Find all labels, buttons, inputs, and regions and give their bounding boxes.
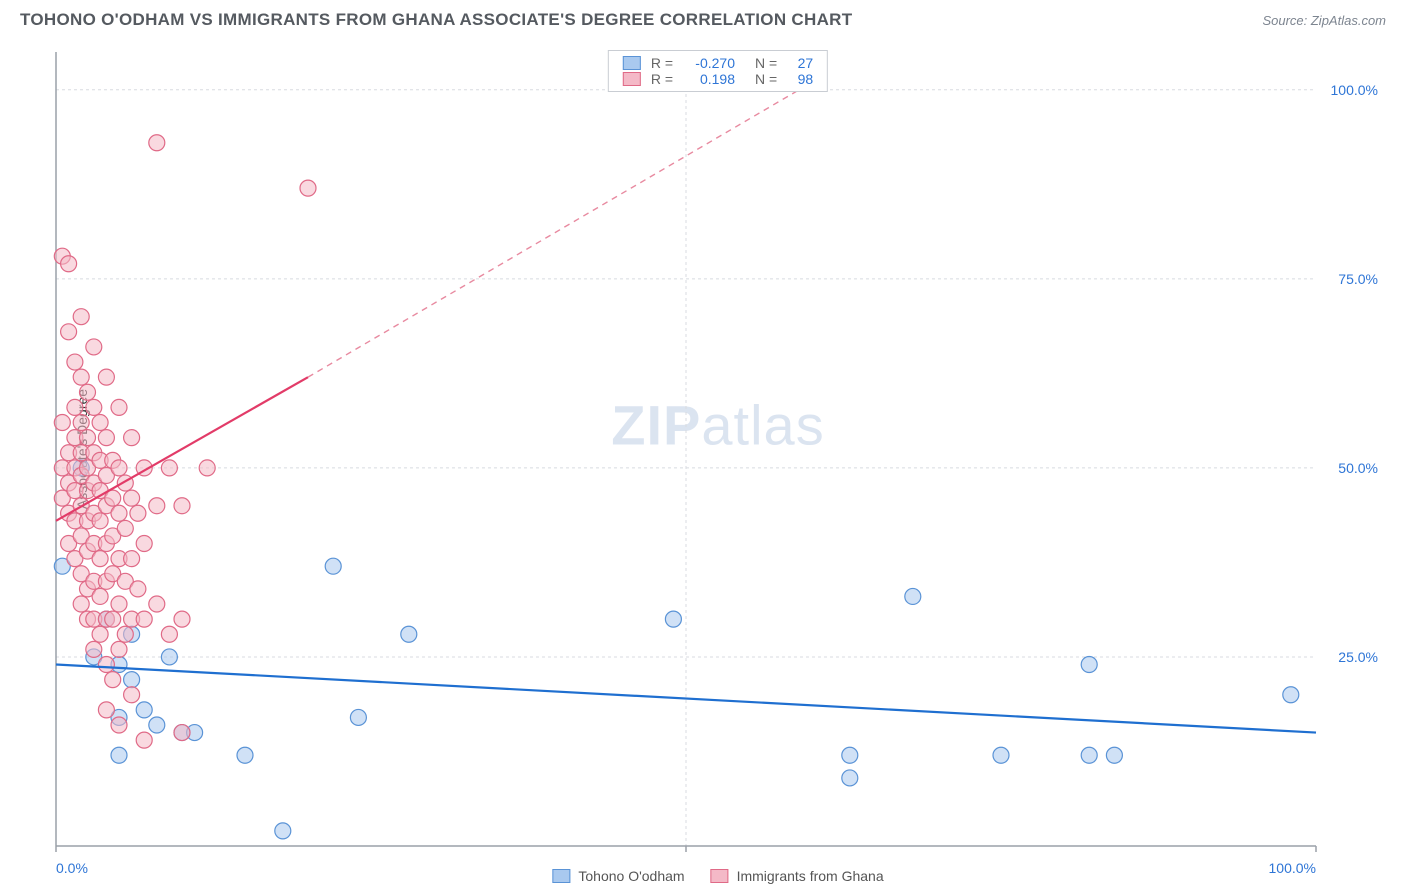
chart-title: TOHONO O'ODHAM VS IMMIGRANTS FROM GHANA …: [20, 10, 852, 30]
legend-swatch: [623, 72, 641, 86]
legend-swatch: [711, 869, 729, 883]
chart-source: Source: ZipAtlas.com: [1262, 13, 1386, 28]
y-tick-label: 75.0%: [1338, 271, 1378, 287]
legend-n-value: 98: [787, 71, 813, 87]
legend-row: R = 0.198 N = 98: [623, 71, 813, 87]
correlation-legend: R = -0.270 N = 27 R = 0.198 N = 98: [608, 50, 828, 92]
series-legend-label: Immigrants from Ghana: [737, 868, 884, 884]
legend-n-label: N =: [755, 55, 777, 71]
series-legend: Tohono O'odham Immigrants from Ghana: [552, 868, 883, 884]
legend-r-value: -0.270: [683, 55, 735, 71]
series-legend-item: Immigrants from Ghana: [711, 868, 884, 884]
x-tick-label: 100.0%: [1269, 860, 1316, 876]
legend-n-label: N =: [755, 71, 777, 87]
legend-r-label: R =: [651, 55, 673, 71]
legend-n-value: 27: [787, 55, 813, 71]
legend-row: R = -0.270 N = 27: [623, 55, 813, 71]
legend-r-value: 0.198: [683, 71, 735, 87]
x-tick-label: 0.0%: [56, 860, 88, 876]
y-tick-label: 50.0%: [1338, 460, 1378, 476]
y-tick-label: 25.0%: [1338, 649, 1378, 665]
y-tick-label: 100.0%: [1331, 82, 1378, 98]
legend-r-label: R =: [651, 71, 673, 87]
scatter-plot: [50, 46, 1386, 852]
series-legend-item: Tohono O'odham: [552, 868, 684, 884]
chart-area: Associate's Degree ZIPatlas R =-0.270N =…: [50, 46, 1386, 852]
legend-swatch: [623, 56, 641, 70]
series-legend-label: Tohono O'odham: [578, 868, 684, 884]
chart-header: TOHONO O'ODHAM VS IMMIGRANTS FROM GHANA …: [0, 0, 1406, 34]
legend-swatch: [552, 869, 570, 883]
